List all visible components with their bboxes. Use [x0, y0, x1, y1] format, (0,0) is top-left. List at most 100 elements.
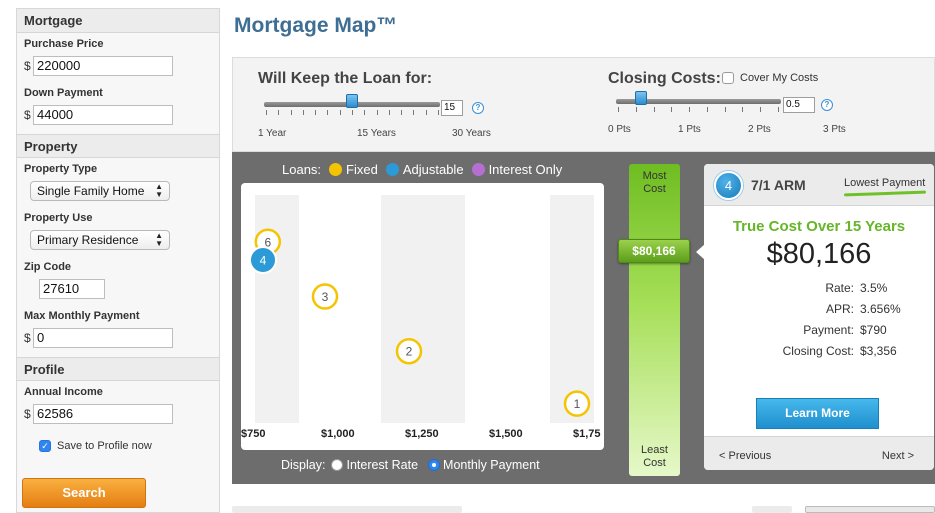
closing-costs-slider-track[interactable] [616, 99, 781, 104]
loan-point-circle[interactable] [395, 337, 423, 365]
loan-point-1[interactable]: 1 [563, 390, 591, 417]
monthly-payment-option[interactable]: Monthly Payment [443, 458, 540, 472]
keep-loan-tick-label: 1 Year [258, 128, 287, 139]
max-payment-input[interactable]: 0 [33, 328, 173, 348]
save-profile-checkbox[interactable]: ✓ [39, 440, 51, 452]
max-payment-field: Max Monthly Payment $ 0 [17, 305, 219, 354]
slider-tick [742, 107, 744, 112]
slider-tick [364, 110, 366, 115]
closing-cost-label: Closing Cost: [782, 344, 854, 358]
profile-section-header: Profile [17, 357, 219, 381]
save-profile-label: Save to Profile now [57, 440, 152, 452]
apr-label: APR: [825, 302, 854, 316]
bottom-content-fragment [232, 506, 935, 513]
keep-loan-title: Will Keep the Loan for: [258, 70, 433, 87]
legend-fixed[interactable]: Fixed [346, 162, 378, 177]
down-payment-row: $ 44000 [24, 105, 212, 125]
closing-costs-help-icon[interactable]: ? [821, 99, 833, 111]
property-use-field: Property Use Primary Residence ▲ ▼ [17, 207, 219, 256]
true-cost-title: True Cost Over 15 Years [732, 218, 906, 235]
closing-tick-label: 1 Pts [678, 124, 701, 135]
slider-tick [290, 110, 292, 115]
property-type-field: Property Type Single Family Home ▲ ▼ [17, 158, 219, 207]
loan-point-4[interactable]: 4 [249, 246, 277, 274]
purchase-price-input[interactable]: 220000 [33, 56, 173, 76]
closing-costs-slider-thumb[interactable] [634, 91, 647, 105]
x-tick-label: $1,75 [573, 428, 601, 440]
most-cost-label-2: Cost [643, 183, 666, 195]
legend-adjustable[interactable]: Adjustable [402, 162, 464, 177]
cover-costs-checkbox[interactable] [722, 72, 734, 84]
property-type-label: Property Type [24, 163, 98, 175]
loan-legend: Loans: Fixed Adjustable Interest Only [282, 162, 562, 177]
annual-income-label: Annual Income [24, 386, 103, 398]
slider-tick [401, 110, 403, 115]
learn-more-button[interactable]: Learn More [756, 398, 879, 429]
loan-point-circle[interactable] [311, 283, 339, 310]
x-tick-label: $750 [241, 428, 265, 440]
currency-symbol: $ [24, 407, 31, 421]
cost-scale-bar: Most Cost Least Cost [629, 164, 680, 476]
slider-tick [278, 110, 280, 115]
slider-tick [724, 107, 726, 112]
slider-tick [315, 110, 317, 115]
slider-tick [425, 110, 427, 115]
keep-loan-years-input[interactable]: 15 [441, 100, 463, 116]
zip-code-input[interactable]: 27610 [39, 279, 105, 299]
down-payment-label: Down Payment [24, 87, 103, 99]
search-button[interactable]: Search [22, 478, 146, 508]
property-use-label: Property Use [24, 212, 93, 224]
loan-point-label: 1 [574, 397, 581, 411]
property-type-select[interactable]: Single Family Home ▲ ▼ [30, 181, 170, 201]
purchase-price-field: Purchase Price $ 220000 [17, 33, 219, 82]
monthly-payment-radio[interactable] [428, 459, 441, 471]
annual-income-input[interactable]: 62586 [33, 404, 173, 424]
payment-label: Payment: [803, 323, 854, 337]
annual-income-row: $ 62586 [24, 404, 212, 424]
max-payment-row: $ 0 [24, 328, 212, 348]
loan-point-circle[interactable] [249, 246, 277, 274]
interest-rate-radio[interactable] [331, 459, 344, 471]
page-title: Mortgage Map™ [234, 14, 398, 37]
currency-symbol: $ [24, 59, 31, 73]
down-payment-field: Down Payment $ 44000 [17, 82, 219, 131]
card-footer: < Previous Next > [704, 436, 934, 470]
zip-code-field: Zip Code 27610 [17, 256, 219, 305]
loan-point-label: 3 [322, 290, 329, 304]
apr-value: 3.656% [860, 302, 901, 316]
slider-tick [635, 107, 637, 112]
loan-point-circle[interactable] [563, 390, 591, 417]
keep-loan-help-icon[interactable]: ? [472, 102, 484, 114]
property-type-value: Single Family Home [37, 184, 145, 198]
max-payment-label: Max Monthly Payment [24, 310, 140, 322]
property-section-header: Property [17, 134, 219, 158]
property-use-select[interactable]: Primary Residence ▲ ▼ [30, 230, 170, 250]
legend-label: Loans: [282, 162, 322, 177]
control-panel: Will Keep the Loan for: 15 ? 1 Year 15 Y… [232, 57, 935, 152]
loan-point-3[interactable]: 3 [311, 283, 339, 310]
keep-loan-slider-thumb[interactable] [346, 94, 358, 108]
search-sidebar: Mortgage Purchase Price $ 220000 Down Pa… [16, 8, 220, 513]
select-arrows-icon: ▲ ▼ [155, 182, 163, 199]
interest-rate-option[interactable]: Interest Rate [346, 458, 419, 472]
loan-badge: 4 [714, 171, 743, 200]
slider-tick [653, 107, 655, 112]
card-header: 4 7/1 ARM Lowest Payment [704, 164, 934, 206]
slider-tick [376, 110, 378, 115]
slider-tick [266, 110, 267, 115]
purchase-price-label: Purchase Price [24, 38, 104, 50]
loan-scatter-chart: $750 $1,000 $1,250 $1,500 $1,75 6 3 2 1 4 [241, 183, 604, 450]
save-profile-row[interactable]: ✓ Save to Profile now [17, 430, 219, 452]
currency-symbol: $ [24, 108, 31, 122]
closing-points-input[interactable]: 0.5 [783, 97, 815, 113]
next-link[interactable]: Next > [881, 450, 914, 462]
previous-link[interactable]: < Previous [719, 450, 772, 462]
rate-value: 3.5% [860, 281, 888, 295]
down-payment-input[interactable]: 44000 [33, 105, 173, 125]
loan-point-2[interactable]: 2 [395, 337, 423, 365]
legend-interest-only[interactable]: Interest Only [488, 162, 563, 177]
display-label: Display: [281, 458, 326, 472]
closing-tick-label: 3 Pts [823, 124, 846, 135]
slider-tick [689, 107, 691, 112]
cost-marker: $80,166 [618, 239, 690, 263]
